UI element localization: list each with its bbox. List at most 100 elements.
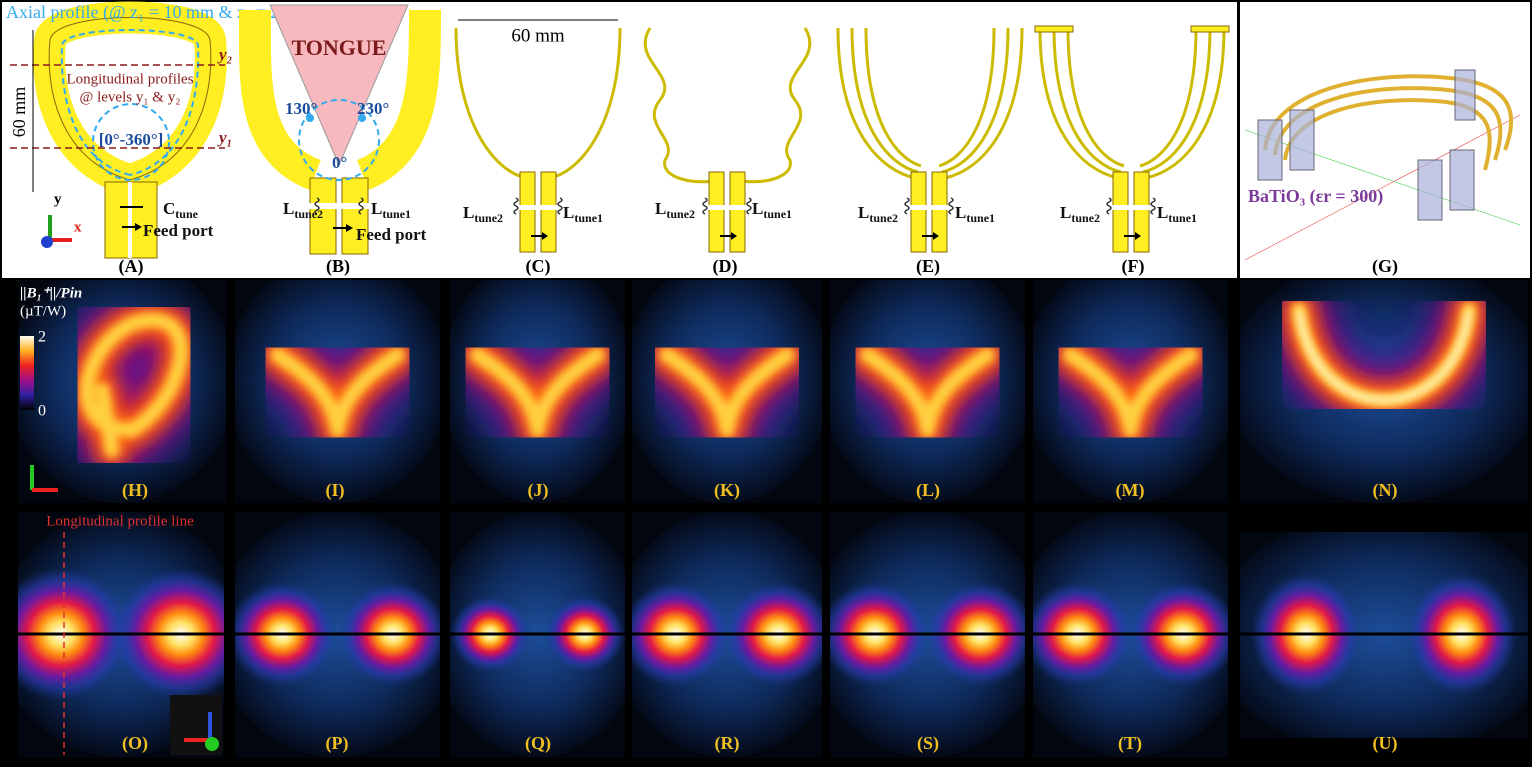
capacitor-block [1190,25,1230,33]
field-map [235,280,440,503]
inductor-coil [314,197,320,215]
longitudinal-label: Longitudinal profiles [66,71,193,87]
field-hotspot [660,348,794,437]
angle-label: 230° [357,99,389,118]
feed-arm [729,171,746,253]
panel-c: 60 mm [454,19,622,180]
panel-b: TONGUE 130° 230° 0° Feed port [238,4,441,255]
tongue-label: TONGUE [292,35,387,60]
field-map [1240,512,1528,758]
feed-port-label: Feed port [143,221,214,240]
inductor-label: Ltune1 [371,199,411,221]
feed-gap [907,205,951,210]
field-map-content [18,280,226,503]
panel-label: (D) [713,256,738,277]
colorbar-title: ||B₁⁺||/Pin [20,285,82,301]
panel-label: (C) [526,256,551,277]
axial-profile-path [60,29,200,176]
colorbar-min: 0 [38,403,46,420]
panel-label: (O) [122,733,148,754]
panel-label: (G) [1372,256,1398,277]
coil-trace [643,27,812,184]
panel-f [1034,25,1230,180]
field-map [830,280,1025,503]
inductor-label: Ltune2 [283,199,323,221]
inductor-main: L [752,199,763,218]
inductor-main: L [1060,203,1071,222]
angle-marker [306,114,314,122]
panel-a: Axial profile (@ z₁ = 10 mm & z₂ = 25 mm… [6,1,327,259]
inductor-main: L [371,199,382,218]
panel-label: (B) [326,256,350,277]
dielectric-block [1417,159,1443,221]
panel-label: (I) [326,480,345,501]
feed-gap [300,203,378,209]
panel-label: (J) [528,480,549,501]
inductor-sub: tune1 [763,207,792,221]
capacitor-block [1034,25,1074,33]
feed-arm [910,171,927,253]
coil-arms [238,9,441,190]
longitudinal-label: @ levels y₁ & y₂ [80,89,181,105]
field-map-content [632,512,822,758]
field-map-content [450,280,625,503]
angle-circle [298,99,380,181]
inductor-sub: tune2 [294,207,323,221]
panel-label: (K) [714,480,740,501]
feed-gap [516,205,560,210]
x-axis-label: x [74,219,82,235]
inductor-sub: tune1 [574,211,603,225]
field-map [450,512,625,758]
feed-arm [341,177,369,255]
field-map-content [1033,280,1228,503]
axis-triad [205,737,219,751]
panel-label: (N) [1373,480,1398,501]
field-map-content [830,512,1025,758]
inductor-sub: tune2 [474,211,503,225]
feed-arrowhead [346,224,353,232]
colorbar-unit: (µT/W) [20,303,66,319]
coil-outline [48,17,212,181]
tongue-shape [269,4,409,167]
panel-label: (L) [916,480,940,501]
y2-label: y₂ [217,45,233,64]
field-map-content [450,512,625,758]
field-map-content [632,280,822,503]
height-label: 60 mm [9,87,29,138]
capacitor-label: Ctune [163,199,199,221]
inductor-main: L [955,203,966,222]
field-hotspot [270,348,405,437]
feed-arm [931,171,948,253]
field-map [18,280,226,503]
inductor-main: L [1157,203,1168,222]
inductor-sub: tune2 [869,211,898,225]
inductor-coil [358,197,364,215]
panel-g: BaTiO₃ (εr = 300) [1244,69,1521,261]
field-map-content [1033,512,1228,758]
feed-gap [1109,205,1153,210]
angle-marker [358,114,366,122]
field-map-content [1240,280,1528,503]
inductor-coil [513,197,519,215]
panel-label: (E) [916,256,940,277]
feed-arm [309,177,337,255]
panel-label: (T) [1118,733,1142,754]
feed-arm [1133,171,1150,253]
feed-arm [708,171,725,253]
panel-e [836,27,1024,180]
axis-line [1244,114,1521,261]
inductor-label: Ltune1 [563,203,603,225]
panel-label: (S) [917,733,939,754]
field-hotspot [470,348,605,437]
panel-label: (R) [715,733,740,754]
inductor-sub: tune2 [666,207,695,221]
inductor-coil [1106,197,1112,215]
band [1240,512,1528,532]
inductor-sub: tune2 [1071,211,1100,225]
dielectric-block [1257,119,1283,181]
inductor-main: L [655,199,666,218]
inductor-coil [948,197,954,215]
inductor-main: L [283,199,294,218]
panel-label: (A) [119,256,144,277]
